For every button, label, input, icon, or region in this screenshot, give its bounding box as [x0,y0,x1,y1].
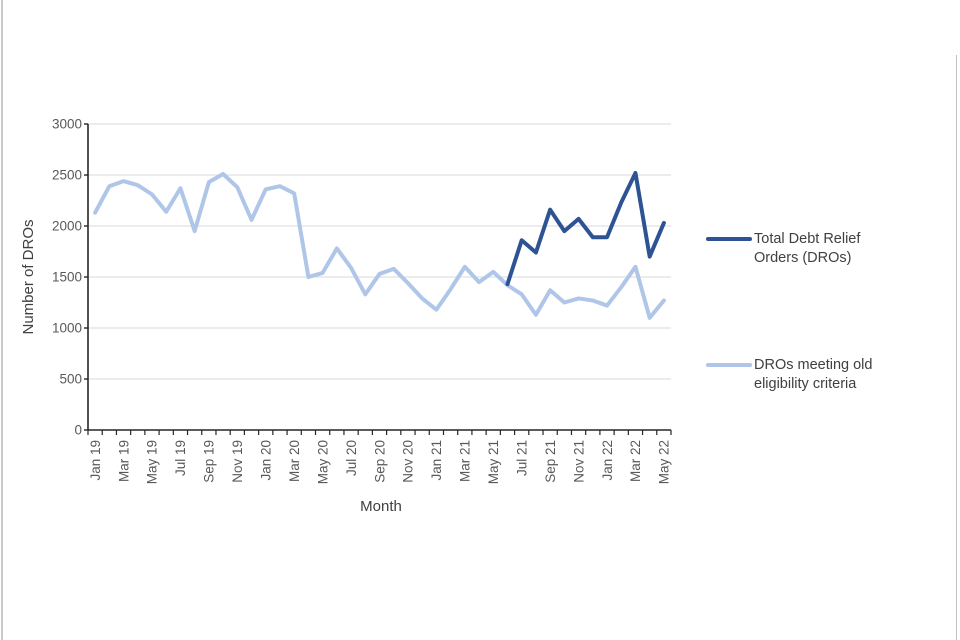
x-axis-title: Month [360,498,402,515]
svg-text:Sep 19: Sep 19 [202,440,217,483]
x-axis-tick-labels: Jan 19 Mar 19 May 19 Jul 19 Sep 19 Nov 19 Jan … [88,440,672,484]
svg-text:Sep 20: Sep 20 [372,440,387,483]
svg-text:Jan 22: Jan 22 [600,440,615,481]
svg-text:Mar 20: Mar 20 [287,440,302,482]
svg-text:May 22: May 22 [657,440,672,484]
svg-text:Mar 22: Mar 22 [628,440,643,482]
svg-text:May 21: May 21 [486,440,501,484]
page-right-border [956,55,957,640]
svg-text:Jul 21: Jul 21 [514,440,529,476]
svg-text:1000: 1000 [52,321,82,336]
gridlines [88,123,671,380]
svg-text:Mar 21: Mar 21 [458,440,473,482]
svg-text:500: 500 [59,372,82,387]
svg-text:Jul 19: Jul 19 [173,440,188,476]
svg-text:May 20: May 20 [315,440,330,484]
svg-text:Nov 20: Nov 20 [401,440,416,483]
svg-text:Mar 19: Mar 19 [116,440,131,482]
svg-text:3000: 3000 [52,117,82,132]
svg-text:Jul 20: Jul 20 [344,440,359,476]
series-lines [93,170,666,320]
page-left-border [1,0,3,640]
svg-text:Jan 19: Jan 19 [88,440,103,481]
svg-text:0: 0 [74,423,82,438]
svg-text:May 19: May 19 [145,440,160,484]
svg-text:Nov 19: Nov 19 [230,440,245,483]
axes [84,123,672,435]
svg-text:Jan 21: Jan 21 [429,440,444,481]
svg-text:1500: 1500 [52,270,82,285]
svg-text:2000: 2000 [52,219,82,234]
svg-text:2500: 2500 [52,168,82,183]
svg-text:Sep 21: Sep 21 [543,440,558,483]
y-axis-title: Number of DROs [20,219,37,334]
svg-text:Nov 21: Nov 21 [571,440,586,483]
svg-text:Jan 20: Jan 20 [258,440,273,481]
y-axis-tick-labels: 0 500 1000 1500 2000 2500 3000 [52,117,82,438]
